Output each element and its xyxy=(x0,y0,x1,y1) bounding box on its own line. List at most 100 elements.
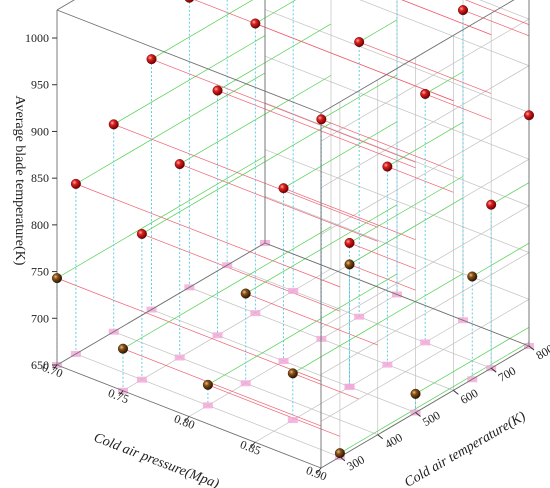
data-point-lower xyxy=(334,448,345,459)
floor-marker xyxy=(240,380,251,387)
y-guide-line xyxy=(207,273,398,386)
box-edge xyxy=(264,242,530,347)
x-guide-line xyxy=(113,124,378,228)
x-guide-line xyxy=(255,23,454,102)
floor-marker xyxy=(212,332,223,339)
y-guide-line xyxy=(255,0,297,24)
z-axis-title: Average blade temperature(K) xyxy=(12,95,27,265)
x-guide-line xyxy=(75,183,341,288)
wall-grid-line xyxy=(264,195,530,300)
data-point-upper xyxy=(212,85,223,96)
data-point-lower xyxy=(240,288,251,299)
z-tick-label: 900 xyxy=(31,124,49,138)
floor-marker xyxy=(287,417,298,424)
x-guide-line xyxy=(401,0,492,35)
x-tick-mark xyxy=(118,390,124,397)
wall-grid-line xyxy=(320,298,530,422)
y-tick-label: 800 xyxy=(534,341,550,362)
x-guide-line xyxy=(401,0,492,35)
data-point-upper xyxy=(344,237,355,248)
floor-marker xyxy=(288,287,299,294)
y-guide-line xyxy=(349,176,464,244)
floor-marker xyxy=(382,361,393,368)
wall-grid-line xyxy=(320,252,530,375)
wall-grid-line xyxy=(264,9,530,113)
box-edge xyxy=(56,9,322,114)
data-point-upper xyxy=(524,110,535,121)
y-tick-label: 300 xyxy=(344,452,367,473)
box-edge xyxy=(56,242,266,366)
data-point-upper xyxy=(250,18,261,29)
z-tick-label: 1000 xyxy=(25,31,49,45)
data-point-lower xyxy=(467,271,478,282)
floor-marker xyxy=(136,376,147,383)
x-tick-mark xyxy=(184,416,190,422)
z-tick-label: 700 xyxy=(31,311,49,325)
y-tick-label: 400 xyxy=(382,430,405,451)
z-tick-label: 650 xyxy=(31,358,49,372)
data-point-upper xyxy=(354,37,365,48)
x-guide-line xyxy=(207,384,341,437)
y-tick-label: 500 xyxy=(420,408,443,429)
y-guide-line xyxy=(359,19,398,43)
data-point-lower xyxy=(344,259,355,270)
x-guide-line xyxy=(464,0,530,25)
x-guide-line xyxy=(151,58,416,163)
box-edge xyxy=(320,0,515,114)
data-point-upper xyxy=(174,159,185,170)
floor-grid-line xyxy=(122,268,332,392)
x-guide-line xyxy=(56,277,322,382)
y-guide-line xyxy=(56,155,266,279)
y-tick-mark xyxy=(453,389,459,395)
x-guide-line xyxy=(425,93,492,121)
data-point-upper xyxy=(458,5,469,16)
y-guide-line xyxy=(491,182,530,205)
y-guide-line xyxy=(217,23,332,91)
point-layer xyxy=(52,0,535,459)
data-point-upper xyxy=(136,228,147,239)
y-guide-line xyxy=(472,242,530,277)
data-point-upper xyxy=(70,178,81,189)
box-edge xyxy=(56,0,75,11)
y-guide-line xyxy=(387,121,464,167)
y-tick-label: 700 xyxy=(496,364,519,385)
x-guide-line xyxy=(141,233,341,312)
wall-grid-line xyxy=(320,112,530,235)
x-guide-line xyxy=(217,90,416,169)
y-tick-mark xyxy=(377,434,384,440)
data-point-lower xyxy=(117,343,128,354)
data-point-lower xyxy=(52,273,63,284)
x-tick-mark xyxy=(316,467,322,474)
y-guide-line xyxy=(349,197,464,265)
y-guide-line xyxy=(122,226,332,350)
z-tick-label: 800 xyxy=(31,218,49,232)
x-tick-label: 0.80 xyxy=(172,411,197,432)
y-guide-line xyxy=(283,121,398,189)
wall-grid-line xyxy=(320,18,530,142)
y-guide-line xyxy=(113,35,266,125)
floor-marker xyxy=(202,402,213,409)
data-point-upper xyxy=(316,114,327,125)
y-guide-line xyxy=(339,341,530,454)
floor-marker xyxy=(420,339,431,346)
data-point-upper xyxy=(486,199,497,210)
z-tick-label: 750 xyxy=(31,265,49,279)
y-tick-mark xyxy=(339,456,346,462)
y-tick-mark xyxy=(490,367,497,373)
z-tick-label: 850 xyxy=(31,171,49,185)
data-point-upper xyxy=(146,54,157,65)
y-guide-line xyxy=(425,71,464,95)
y-guide-line xyxy=(151,0,254,60)
axis-title-layer: Cold air pressure(Mpa) Cold air temperat… xyxy=(12,95,529,488)
box-edge xyxy=(320,345,530,469)
wall-grid-line xyxy=(479,0,530,20)
x-axis-title: Cold air pressure(Mpa) xyxy=(92,430,222,488)
wall-grid-line xyxy=(264,55,530,160)
y-tick-label: 600 xyxy=(458,386,481,407)
x-guide-line xyxy=(349,264,416,291)
x-guide-line xyxy=(122,348,322,427)
data-point-lower xyxy=(202,379,213,390)
floor-marker xyxy=(344,383,355,390)
